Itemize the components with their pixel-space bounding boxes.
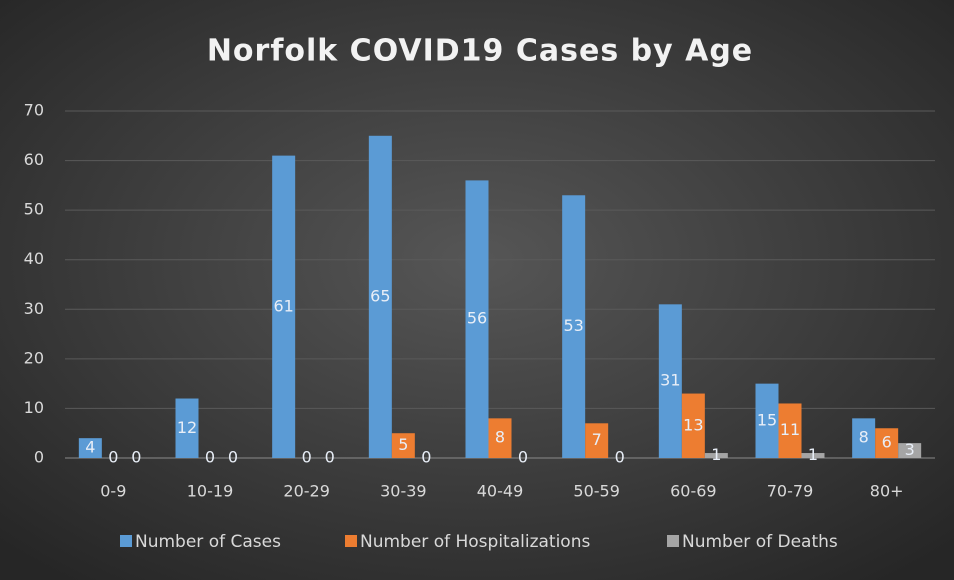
y-tick-label: 30 [24, 299, 44, 318]
x-tick-label: 50-59 [573, 482, 620, 501]
x-tick-label: 40-49 [477, 482, 524, 501]
bar [852, 418, 876, 458]
legend-label: Number of Cases [135, 532, 281, 552]
data-label: 61 [273, 296, 293, 315]
bar [875, 428, 899, 458]
bar [175, 398, 199, 458]
data-label: 0 [108, 448, 118, 467]
x-tick-label: 30-39 [380, 482, 427, 501]
data-label: 6 [882, 433, 892, 452]
data-label: 56 [467, 309, 487, 328]
bar [465, 180, 489, 458]
data-label: 65 [370, 286, 390, 305]
data-label: 0 [131, 448, 141, 467]
data-label: 1 [808, 445, 818, 464]
x-tick-label: 60-69 [670, 482, 717, 501]
data-label: 11 [780, 420, 800, 439]
bar [562, 195, 586, 458]
data-label: 31 [660, 371, 680, 390]
y-tick-label: 60 [24, 150, 44, 169]
bar [488, 418, 512, 458]
data-label: 15 [757, 410, 777, 429]
x-tick-label: 80+ [870, 482, 904, 501]
x-tick-label: 70-79 [767, 482, 814, 501]
data-label: 0 [325, 448, 335, 467]
y-tick-label: 40 [24, 249, 44, 268]
data-label: 12 [177, 418, 197, 437]
legend-swatch [345, 535, 357, 547]
chart-title: Norfolk COVID19 Cases by Age [207, 34, 753, 69]
data-label: 0 [228, 448, 238, 467]
data-label: 4 [85, 438, 95, 457]
bar [585, 423, 609, 458]
y-tick-label: 0 [34, 448, 44, 467]
x-tick-label: 0-9 [100, 482, 126, 501]
data-label: 13 [683, 415, 703, 434]
x-tick-label: 20-29 [283, 482, 330, 501]
data-label: 8 [859, 428, 869, 447]
data-label: 8 [495, 428, 505, 447]
x-tick-label: 10-19 [187, 482, 234, 501]
legend-swatch [667, 535, 679, 547]
data-label: 0 [205, 448, 215, 467]
bar [681, 393, 705, 458]
y-tick-label: 70 [24, 101, 44, 120]
legend-label: Number of Hospitalizations [360, 532, 590, 552]
data-label: 0 [518, 448, 528, 467]
data-label: 7 [592, 430, 602, 449]
y-tick-label: 20 [24, 348, 44, 367]
legend-label: Number of Deaths [682, 532, 838, 552]
bar [898, 443, 922, 458]
y-tick-label: 10 [24, 398, 44, 417]
y-tick-label: 50 [24, 200, 44, 219]
data-label: 5 [398, 435, 408, 454]
legend-swatch [120, 535, 132, 547]
data-label: 53 [563, 316, 583, 335]
data-label: 0 [302, 448, 312, 467]
bar [658, 304, 682, 458]
bar [755, 383, 779, 458]
bar [272, 155, 296, 458]
data-label: 0 [421, 448, 431, 467]
data-label: 1 [711, 445, 721, 464]
bar [801, 453, 825, 458]
data-label: 3 [905, 440, 915, 459]
bar [778, 403, 802, 458]
bar [391, 433, 415, 458]
data-label: 0 [615, 448, 625, 467]
bar [78, 438, 102, 458]
bar [704, 453, 728, 458]
bar [368, 135, 392, 459]
